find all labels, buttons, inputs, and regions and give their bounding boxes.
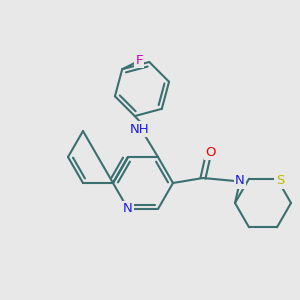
Text: S: S	[276, 174, 284, 187]
Text: N: N	[235, 175, 245, 188]
Text: F: F	[136, 54, 143, 67]
Text: NH: NH	[130, 122, 150, 136]
Text: O: O	[206, 146, 216, 158]
Text: N: N	[123, 202, 133, 215]
